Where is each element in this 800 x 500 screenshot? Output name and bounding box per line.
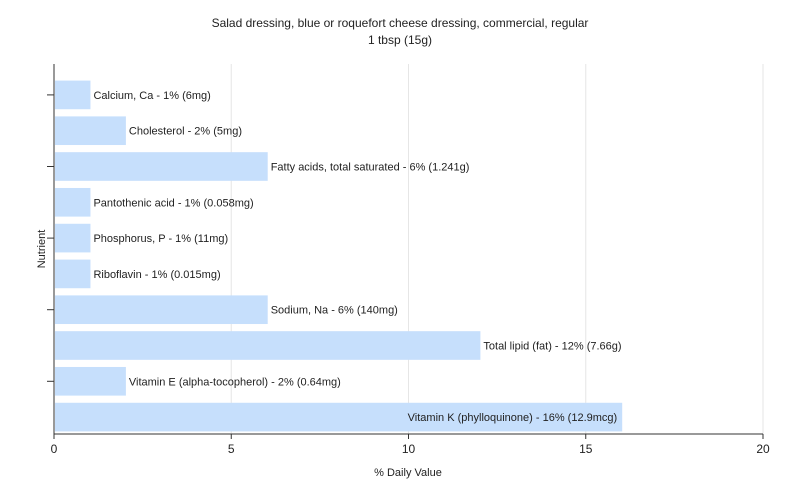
- bar-label-6: Sodium, Na - 6% (140mg): [271, 305, 398, 317]
- bar-label-7: Total lipid (fat) - 12% (7.66g): [483, 341, 621, 353]
- x-tick-label-2: 10: [402, 442, 416, 456]
- bar-6: [55, 295, 268, 325]
- bar-label-9: Vitamin K (phylloquinone) - 16% (12.9mcg…: [408, 412, 618, 424]
- bar-label-2: Fatty acids, total saturated - 6% (1.241…: [271, 162, 470, 174]
- bar-label-4: Phosphorus, P - 1% (11mg): [93, 233, 228, 245]
- bar-0: [55, 80, 91, 110]
- bar-5: [55, 259, 91, 289]
- bar-7: [55, 331, 481, 360]
- bar-label-5: Riboflavin - 1% (0.015mg): [93, 269, 220, 281]
- bar-label-8: Vitamin E (alpha-tocopherol) - 2% (0.64m…: [129, 376, 341, 388]
- chart-subtitle: 1 tbsp (15g): [368, 33, 432, 47]
- x-tick-label-1: 5: [228, 442, 235, 456]
- x-tick-label-3: 15: [579, 442, 593, 456]
- bar-8: [55, 366, 126, 396]
- bar-label-3: Pantothenic acid - 1% (0.058mg): [93, 197, 253, 209]
- bars: Calcium, Ca - 1% (6mg) Cholesterol - 2% (…: [55, 80, 623, 432]
- bar-3: [55, 187, 91, 217]
- chart-title: Salad dressing, blue or roquefort cheese…: [212, 16, 589, 30]
- x-axis-title: % Daily Value: [374, 467, 442, 479]
- bar-1: [55, 116, 126, 146]
- x-tick-label-4: 20: [756, 442, 770, 456]
- bar-label-0: Calcium, Ca - 1% (6mg): [93, 90, 210, 102]
- axes: 0 5 10 15 20: [47, 64, 770, 456]
- x-tick-label-0: 0: [51, 442, 58, 456]
- bar-9: [55, 402, 623, 432]
- gridlines: [230, 64, 764, 434]
- y-axis-title: Nutrient: [36, 230, 48, 269]
- bar-2: [55, 152, 268, 181]
- bar-label-1: Cholesterol - 2% (5mg): [129, 126, 242, 138]
- bar-4: [55, 223, 91, 253]
